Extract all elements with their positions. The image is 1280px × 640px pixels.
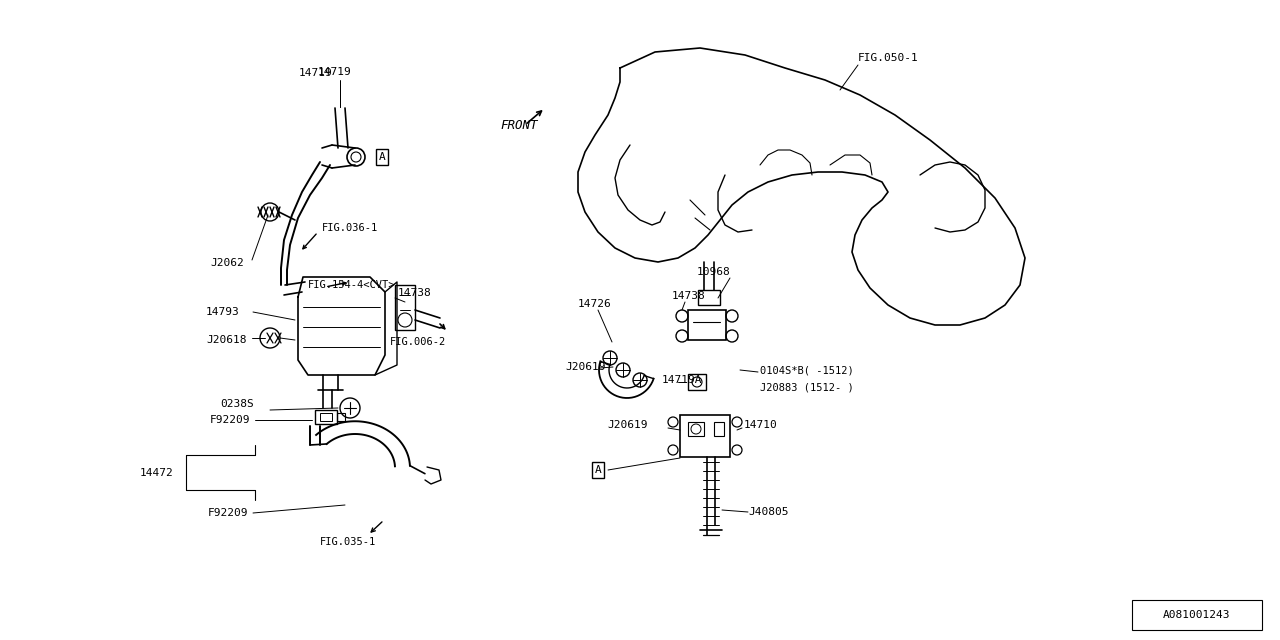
Text: FRONT: FRONT	[500, 118, 538, 131]
Text: J20619: J20619	[564, 362, 605, 372]
Text: J2062: J2062	[210, 258, 243, 268]
Bar	[689, 310, 726, 340]
Text: 14710: 14710	[744, 420, 778, 430]
Bar	[680, 415, 730, 457]
Bar	[337, 413, 346, 421]
Text: 14719A: 14719A	[662, 375, 703, 385]
Text: A081001243: A081001243	[1164, 610, 1231, 620]
Text: 14472: 14472	[140, 468, 174, 478]
Text: FIG.035-1: FIG.035-1	[320, 537, 376, 547]
Text: F92209: F92209	[209, 508, 248, 518]
Text: 0104S*B( -1512): 0104S*B( -1512)	[760, 365, 854, 375]
Bar	[714, 422, 724, 436]
Text: J20619: J20619	[607, 420, 648, 430]
Text: 14738: 14738	[672, 291, 705, 301]
Bar	[396, 285, 415, 330]
Text: 14793: 14793	[206, 307, 239, 317]
Text: F92209: F92209	[210, 415, 251, 425]
Text: 14719: 14719	[300, 68, 333, 78]
Bar	[689, 422, 704, 436]
Bar	[320, 413, 332, 421]
Text: 0238S: 0238S	[220, 399, 253, 409]
Bar	[689, 374, 707, 390]
Text: FIG.036-1: FIG.036-1	[323, 223, 379, 233]
Text: FIG.050-1: FIG.050-1	[858, 53, 919, 63]
Bar	[698, 290, 721, 305]
Text: 14738: 14738	[398, 288, 431, 298]
Text: A: A	[379, 152, 385, 162]
Text: 10968: 10968	[698, 267, 731, 277]
Text: J20618: J20618	[206, 335, 247, 345]
Text: J20883 (1512- ): J20883 (1512- )	[760, 382, 854, 392]
Text: 14726: 14726	[579, 299, 612, 309]
Bar	[1132, 600, 1262, 630]
Text: FIG.154-4<CVT>: FIG.154-4<CVT>	[308, 280, 396, 290]
Bar	[315, 410, 337, 424]
Text: FIG.006-2: FIG.006-2	[390, 337, 447, 347]
Text: J40805: J40805	[748, 507, 788, 517]
Text: 14719: 14719	[317, 67, 352, 77]
Text: A: A	[595, 465, 602, 475]
